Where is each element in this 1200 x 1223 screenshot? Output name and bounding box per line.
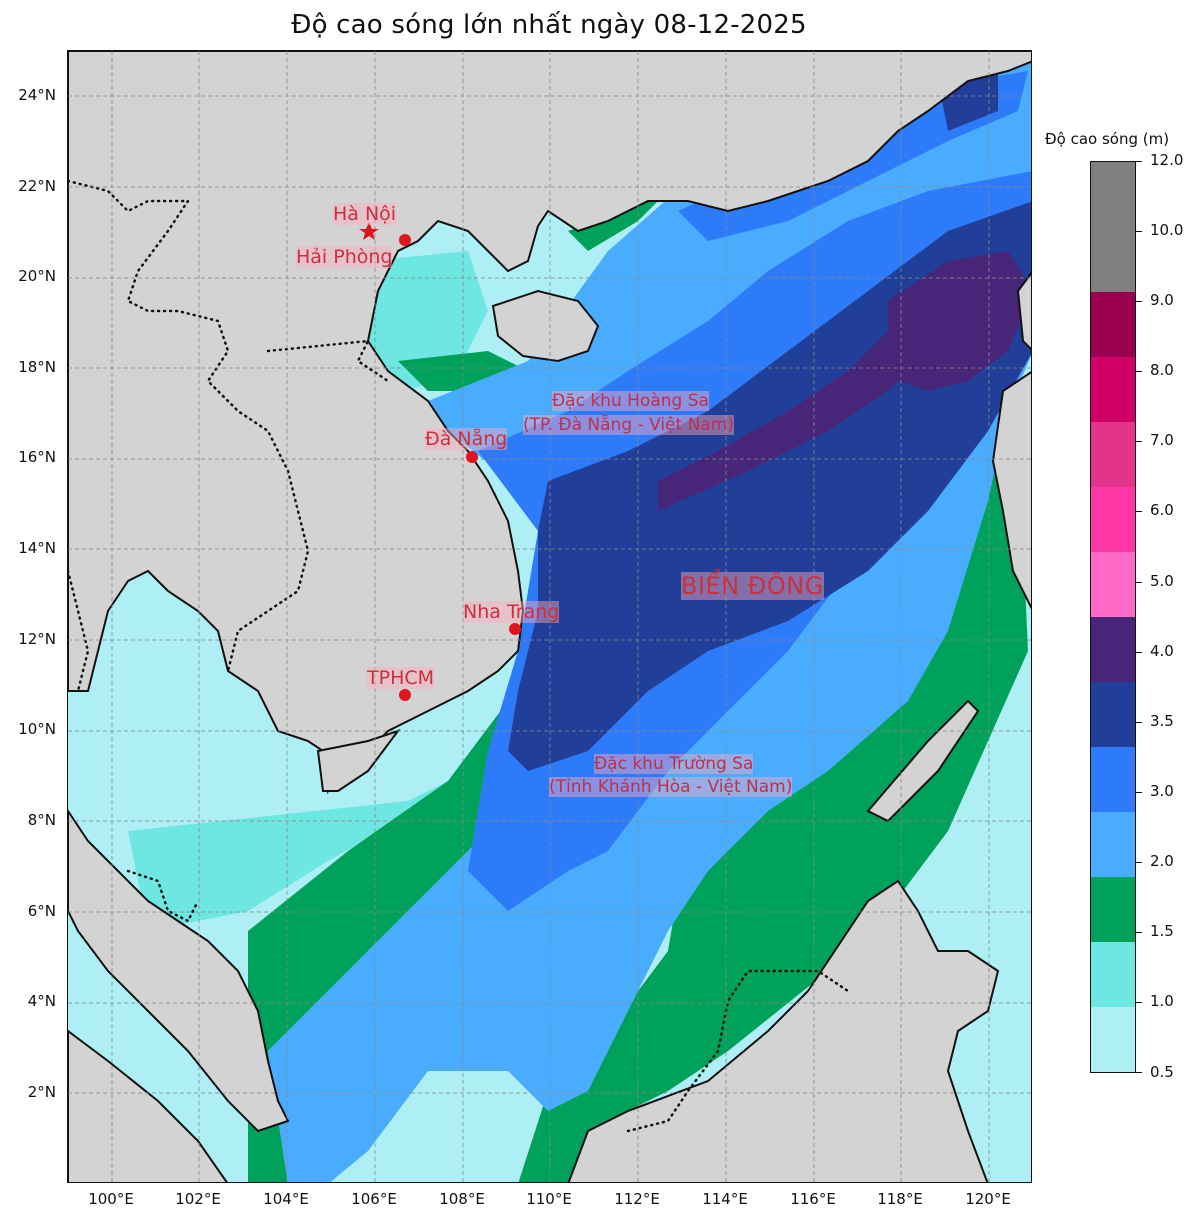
lat-tick-label: 4°N [27,992,56,1010]
lat-tick-label: 18°N [18,358,56,376]
colorbar-band [1091,552,1135,617]
land [68,51,1031,1182]
lat-tick-label: 8°N [27,811,56,829]
colorbar-band [1091,747,1135,812]
lon-tick-label: 116°E [790,1190,836,1208]
lon-tick-label: 106°E [351,1190,397,1208]
lon-tick-label: 112°E [614,1190,660,1208]
lat-tick-label: 12°N [18,630,56,648]
wave-height-map[interactable] [67,50,1032,1183]
colorbar-band [1091,1007,1135,1072]
colorbar-band [1091,682,1135,747]
colorbar-tick-label: 6.0 [1150,501,1174,519]
map-canvas [68,51,1031,1182]
colorbar-band [1091,357,1135,422]
lat-tick-label: 24°N [18,86,56,104]
lon-tick-label: 108°E [439,1190,485,1208]
colorbar-title: Độ cao sóng (m) [1045,130,1170,148]
colorbar-tick-label: 4.0 [1150,642,1174,660]
lon-tick-label: 118°E [877,1190,923,1208]
label-truong-sa-line2: (Tỉnh Khánh Hòa - Việt Nam) [549,777,793,797]
colorbar-band [1091,812,1135,877]
nha-trang-marker-icon [509,623,521,635]
colorbar-tick-label: 2.0 [1150,852,1174,870]
colorbar-tick-label: 0.5 [1150,1063,1174,1081]
label-bien-dong: BIỂN ĐÔNG [681,572,824,600]
colorbar-tick-label: 7.0 [1150,431,1174,449]
hai-phong-marker-icon [399,234,411,246]
lat-tick-label: 6°N [27,902,56,920]
lon-tick-label: 100°E [88,1190,134,1208]
colorbar-tick-label: 1.5 [1150,922,1174,940]
label-ha-noi: Hà Nội [333,203,397,225]
lon-tick-label: 110°E [526,1190,572,1208]
colorbar-band [1091,617,1135,682]
lon-tick-label: 104°E [263,1190,309,1208]
colorbar-tick-label: 3.5 [1150,712,1174,730]
colorbar-tick-label: 12.0 [1150,151,1184,169]
lat-tick-label: 2°N [27,1083,56,1101]
lat-tick-label: 22°N [18,177,56,195]
colorbar-tick-label: 1.0 [1150,992,1174,1010]
colorbar-band [1091,292,1135,357]
colorbar-tick-label: 10.0 [1150,221,1184,239]
label-truong-sa-line1: Đặc khu Trường Sa [594,754,754,774]
colorbar-band [1091,487,1135,552]
city-markers [359,222,521,701]
colorbar-band [1091,162,1135,292]
label-hai-phong: Hải Phòng [296,246,393,268]
colorbar-band [1091,877,1135,942]
label-hoang-sa-line1: Đặc khu Hoàng Sa [552,391,709,411]
lon-tick-label: 102°E [175,1190,221,1208]
colorbar-tick-label: 5.0 [1150,572,1174,590]
lat-tick-label: 16°N [18,448,56,466]
label-nha-trang: Nha Trang [463,601,560,623]
national-borders [68,179,850,1133]
colorbar-tick-label: 9.0 [1150,291,1174,309]
colorbar-band [1091,942,1135,1007]
colorbar [1090,161,1136,1073]
lat-tick-label: 10°N [18,720,56,738]
tphcm-marker-icon [399,689,411,701]
label-da-nang: Đà Nẵng [425,428,508,450]
colorbar-band [1091,422,1135,487]
colorbar-tick-label: 3.0 [1150,782,1174,800]
ha-noi-star-icon [359,222,379,240]
lon-tick-label: 114°E [702,1190,748,1208]
chart-title: Độ cao sóng lớn nhất ngày 08-12-2025 [291,10,807,40]
label-hoang-sa-line2: (TP. Đà Nẵng - Việt Nam) [523,415,734,435]
label-tphcm: TPHCM [367,667,435,689]
da-nang-marker-icon [466,451,478,463]
lat-tick-label: 14°N [18,539,56,557]
colorbar-tick-label: 8.0 [1150,361,1174,379]
lat-tick-label: 20°N [18,267,56,285]
lon-tick-label: 120°E [965,1190,1011,1208]
